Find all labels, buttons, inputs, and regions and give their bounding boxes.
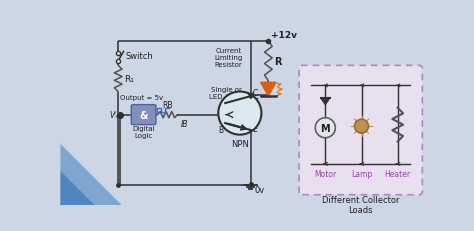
Circle shape: [219, 92, 261, 135]
Text: Single or
LED Array: Single or LED Array: [209, 86, 243, 99]
Text: Output = 5v: Output = 5v: [120, 94, 164, 100]
Text: 0v: 0v: [255, 185, 264, 194]
Text: C: C: [252, 88, 257, 97]
Polygon shape: [321, 98, 330, 105]
Text: R: R: [273, 56, 281, 67]
FancyBboxPatch shape: [131, 105, 156, 125]
FancyBboxPatch shape: [299, 66, 422, 195]
Circle shape: [355, 120, 368, 134]
Text: +12v: +12v: [272, 31, 297, 40]
Text: Digital
Logic: Digital Logic: [132, 126, 155, 139]
Text: Iᴄ: Iᴄ: [253, 95, 259, 104]
Text: Lamp: Lamp: [351, 169, 372, 178]
Text: M: M: [320, 123, 330, 133]
Polygon shape: [261, 83, 276, 97]
Text: Switch: Switch: [125, 52, 153, 61]
Text: R₁: R₁: [124, 75, 134, 84]
Text: Different Collector
Loads: Different Collector Loads: [322, 195, 400, 214]
Text: B: B: [218, 126, 223, 135]
Text: Vᴵₙ: Vᴵₙ: [109, 111, 119, 120]
Circle shape: [315, 118, 335, 138]
Text: NPN: NPN: [231, 140, 249, 149]
Text: &: &: [139, 110, 148, 120]
Text: Motor: Motor: [314, 169, 337, 178]
Text: IB: IB: [181, 120, 188, 129]
Text: Current
Limiting
Resistor: Current Limiting Resistor: [214, 48, 242, 68]
Polygon shape: [61, 144, 122, 206]
Polygon shape: [61, 171, 95, 206]
Text: RB: RB: [162, 101, 173, 110]
Text: E: E: [252, 124, 257, 133]
Text: Heater: Heater: [384, 169, 411, 178]
